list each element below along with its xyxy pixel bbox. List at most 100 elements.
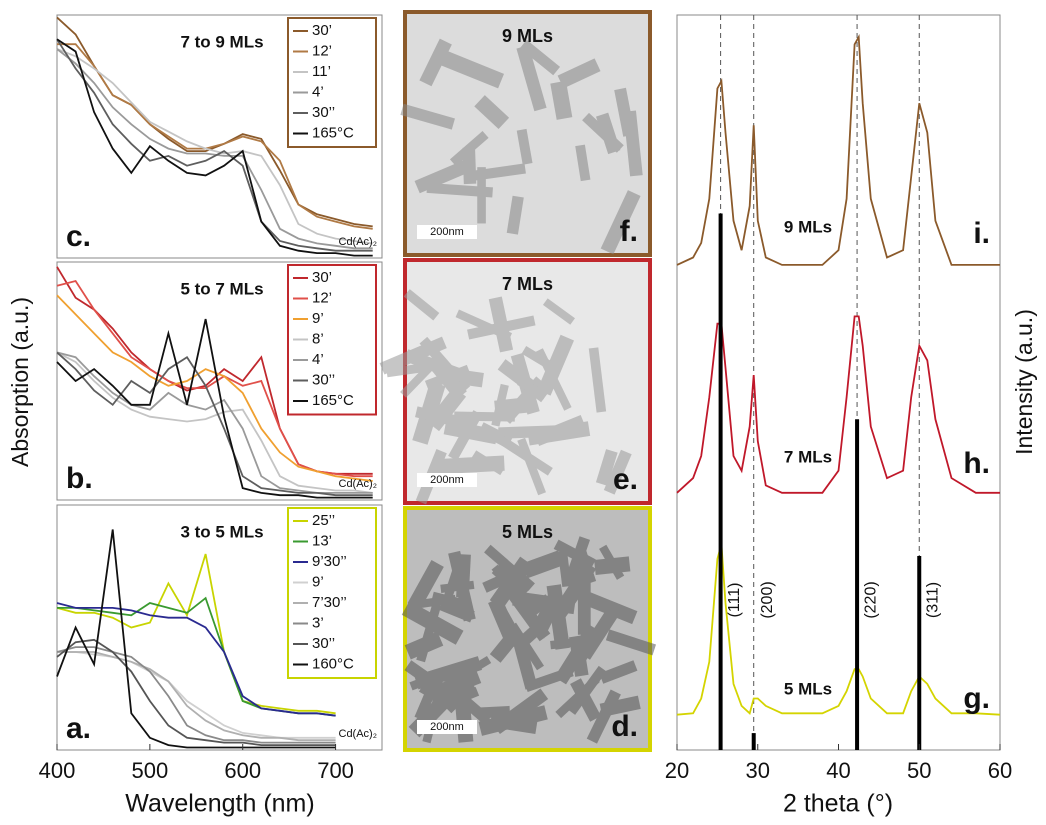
- legend-label: 4’: [312, 83, 324, 100]
- x-axis-label: 2 theta (°): [783, 790, 893, 818]
- tem-rod: [520, 594, 552, 623]
- tem-rod: [435, 48, 504, 89]
- tem-rod: [414, 158, 474, 194]
- tem-rod: [426, 182, 493, 198]
- tem-rods: [401, 536, 657, 744]
- scale-bar: [417, 473, 477, 487]
- reference-label: (200): [759, 581, 776, 618]
- tem-rod: [509, 622, 545, 671]
- x-tick-label: 600: [224, 758, 261, 783]
- legend-box: [287, 507, 377, 679]
- annotation: Cd(Ac)₂: [339, 236, 378, 248]
- legend-label: 30’’: [312, 104, 335, 121]
- tem-rod: [386, 359, 449, 378]
- legend-label: 7’30’’: [312, 594, 347, 611]
- legend-box: [287, 17, 377, 148]
- x-tick-label: 500: [131, 758, 168, 783]
- panel-title: 5 to 7 MLs: [180, 279, 263, 298]
- tem-rod: [484, 544, 535, 591]
- panel-label: a.: [66, 712, 91, 745]
- tem-rod: [489, 430, 553, 476]
- scale-bar-label: 200nm: [430, 721, 464, 733]
- tem-rod: [623, 110, 643, 177]
- tem-rod: [542, 298, 575, 325]
- tem-rod: [448, 550, 476, 622]
- data-line: [56, 638, 336, 746]
- panel-label: g.: [963, 682, 990, 715]
- tem-rod: [401, 600, 464, 645]
- image-label: d.: [611, 710, 638, 743]
- tem-rod: [599, 660, 638, 684]
- x-tick-label: 20: [665, 758, 689, 783]
- panel-label: h.: [963, 447, 990, 480]
- legend-label: 9’30’’: [312, 553, 347, 570]
- tem-rod: [434, 455, 505, 475]
- image-title: 5 MLs: [502, 522, 553, 542]
- panel-frame: [56, 261, 383, 501]
- legend-label: 4’: [312, 351, 324, 368]
- data-line: [676, 543, 1001, 716]
- tem-rod: [578, 589, 638, 625]
- data-line: [56, 48, 373, 245]
- annotation: Cd(Ac)₂: [339, 728, 378, 740]
- legend-label: 12’: [312, 42, 332, 59]
- tem-rod: [575, 144, 591, 182]
- y-axis-label: Intensity (a.u.): [1011, 309, 1037, 455]
- legend-label: 30’’: [312, 635, 335, 652]
- tem-rod: [563, 536, 591, 587]
- tem-rod: [449, 130, 489, 167]
- tem-rod: [448, 410, 483, 461]
- tem-rod: [550, 637, 587, 650]
- tem-rods: [400, 38, 643, 255]
- tem-rod: [489, 630, 520, 663]
- tem-rod: [403, 289, 440, 321]
- series-label: 5 MLs: [784, 679, 832, 698]
- panel-label: c.: [66, 220, 91, 253]
- panel-label: i.: [973, 217, 990, 250]
- tem-rod: [599, 544, 625, 580]
- tem-rod: [407, 560, 444, 611]
- x-tick-label: 400: [39, 758, 76, 783]
- x-tick-label: 50: [907, 758, 931, 783]
- tem-rod: [455, 309, 513, 341]
- data-line: [57, 651, 336, 742]
- tem-rod: [511, 633, 538, 690]
- tem-rod: [552, 571, 594, 626]
- data-line: [57, 43, 373, 230]
- data-line: [56, 646, 336, 744]
- legend-label: 25’’: [312, 512, 335, 529]
- image-title: 9 MLs: [502, 26, 553, 46]
- tem-rods: [379, 289, 632, 505]
- scale-bar-label: 200nm: [430, 474, 464, 486]
- data-line: [676, 33, 1000, 266]
- tem-rod: [588, 347, 607, 413]
- scale-bar: [417, 225, 477, 239]
- tem-rod: [595, 449, 618, 486]
- tem-rod: [491, 562, 530, 600]
- data-line: [56, 38, 373, 257]
- series-label: 7 MLs: [784, 447, 832, 466]
- tem-rod: [603, 449, 632, 495]
- x-tick-label: 700: [317, 758, 354, 783]
- tem-rod: [521, 550, 564, 579]
- panel-frame: [56, 14, 383, 259]
- image-title: 7 MLs: [502, 274, 553, 294]
- x-axis-label: Wavelength (nm): [125, 790, 314, 818]
- x-tick-label: 60: [988, 758, 1012, 783]
- scale-bar-label: 200nm: [430, 226, 464, 238]
- legend-label: 9’: [312, 573, 324, 590]
- tem-rod: [524, 666, 574, 693]
- panel-frame: [56, 504, 383, 751]
- tem-rod: [516, 128, 533, 165]
- reference-label: (111): [726, 583, 743, 618]
- legend-label: 9’: [312, 310, 324, 327]
- tem-rod: [476, 705, 511, 719]
- series-label: 9 MLs: [784, 217, 832, 236]
- tem-rod: [465, 163, 526, 182]
- y-axis-label: Absorption (a.u.): [7, 297, 33, 467]
- tem-rod: [516, 45, 547, 112]
- image-label: e.: [613, 463, 638, 496]
- tem-rod: [426, 386, 467, 432]
- data-line: [56, 553, 336, 715]
